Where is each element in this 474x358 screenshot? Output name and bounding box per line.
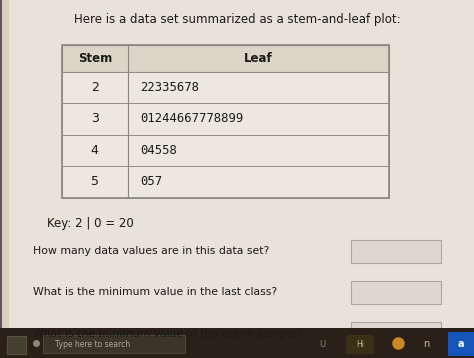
FancyBboxPatch shape xyxy=(351,240,441,263)
FancyBboxPatch shape xyxy=(62,72,389,103)
Text: 057: 057 xyxy=(140,175,162,188)
Text: What is the minimum value in the entire sample?: What is the minimum value in the entire … xyxy=(33,329,302,339)
Text: What is the minimum value in the last class?: What is the minimum value in the last cl… xyxy=(33,287,277,297)
Text: 5: 5 xyxy=(91,175,99,188)
Text: 04558: 04558 xyxy=(140,144,177,157)
Text: Leaf: Leaf xyxy=(244,52,273,65)
Text: 2: 2 xyxy=(91,81,99,94)
FancyBboxPatch shape xyxy=(0,328,474,358)
Text: U: U xyxy=(319,339,325,349)
FancyBboxPatch shape xyxy=(448,332,474,356)
FancyBboxPatch shape xyxy=(62,45,389,72)
Text: How many data values are in this data set?: How many data values are in this data se… xyxy=(33,246,269,256)
Text: 01244667778899: 01244667778899 xyxy=(140,112,243,125)
Text: Type here to search: Type here to search xyxy=(55,339,129,349)
FancyBboxPatch shape xyxy=(346,335,374,354)
Text: a: a xyxy=(457,339,464,349)
Text: Stem: Stem xyxy=(78,52,112,65)
FancyBboxPatch shape xyxy=(62,135,389,166)
Text: Key: 2 | 0 = 20: Key: 2 | 0 = 20 xyxy=(47,217,134,230)
FancyBboxPatch shape xyxy=(9,0,474,328)
FancyBboxPatch shape xyxy=(62,103,389,135)
Text: 22335678: 22335678 xyxy=(140,81,199,94)
FancyBboxPatch shape xyxy=(43,335,185,353)
FancyBboxPatch shape xyxy=(0,0,2,358)
FancyBboxPatch shape xyxy=(7,336,26,354)
Text: Hi: Hi xyxy=(356,339,364,349)
Text: n: n xyxy=(423,339,430,349)
FancyBboxPatch shape xyxy=(351,322,441,345)
Text: 4: 4 xyxy=(91,144,99,157)
Text: 3: 3 xyxy=(91,112,99,125)
FancyBboxPatch shape xyxy=(62,166,389,198)
Text: Here is a data set summarized as a stem-and-leaf plot:: Here is a data set summarized as a stem-… xyxy=(73,13,401,25)
FancyBboxPatch shape xyxy=(351,281,441,304)
